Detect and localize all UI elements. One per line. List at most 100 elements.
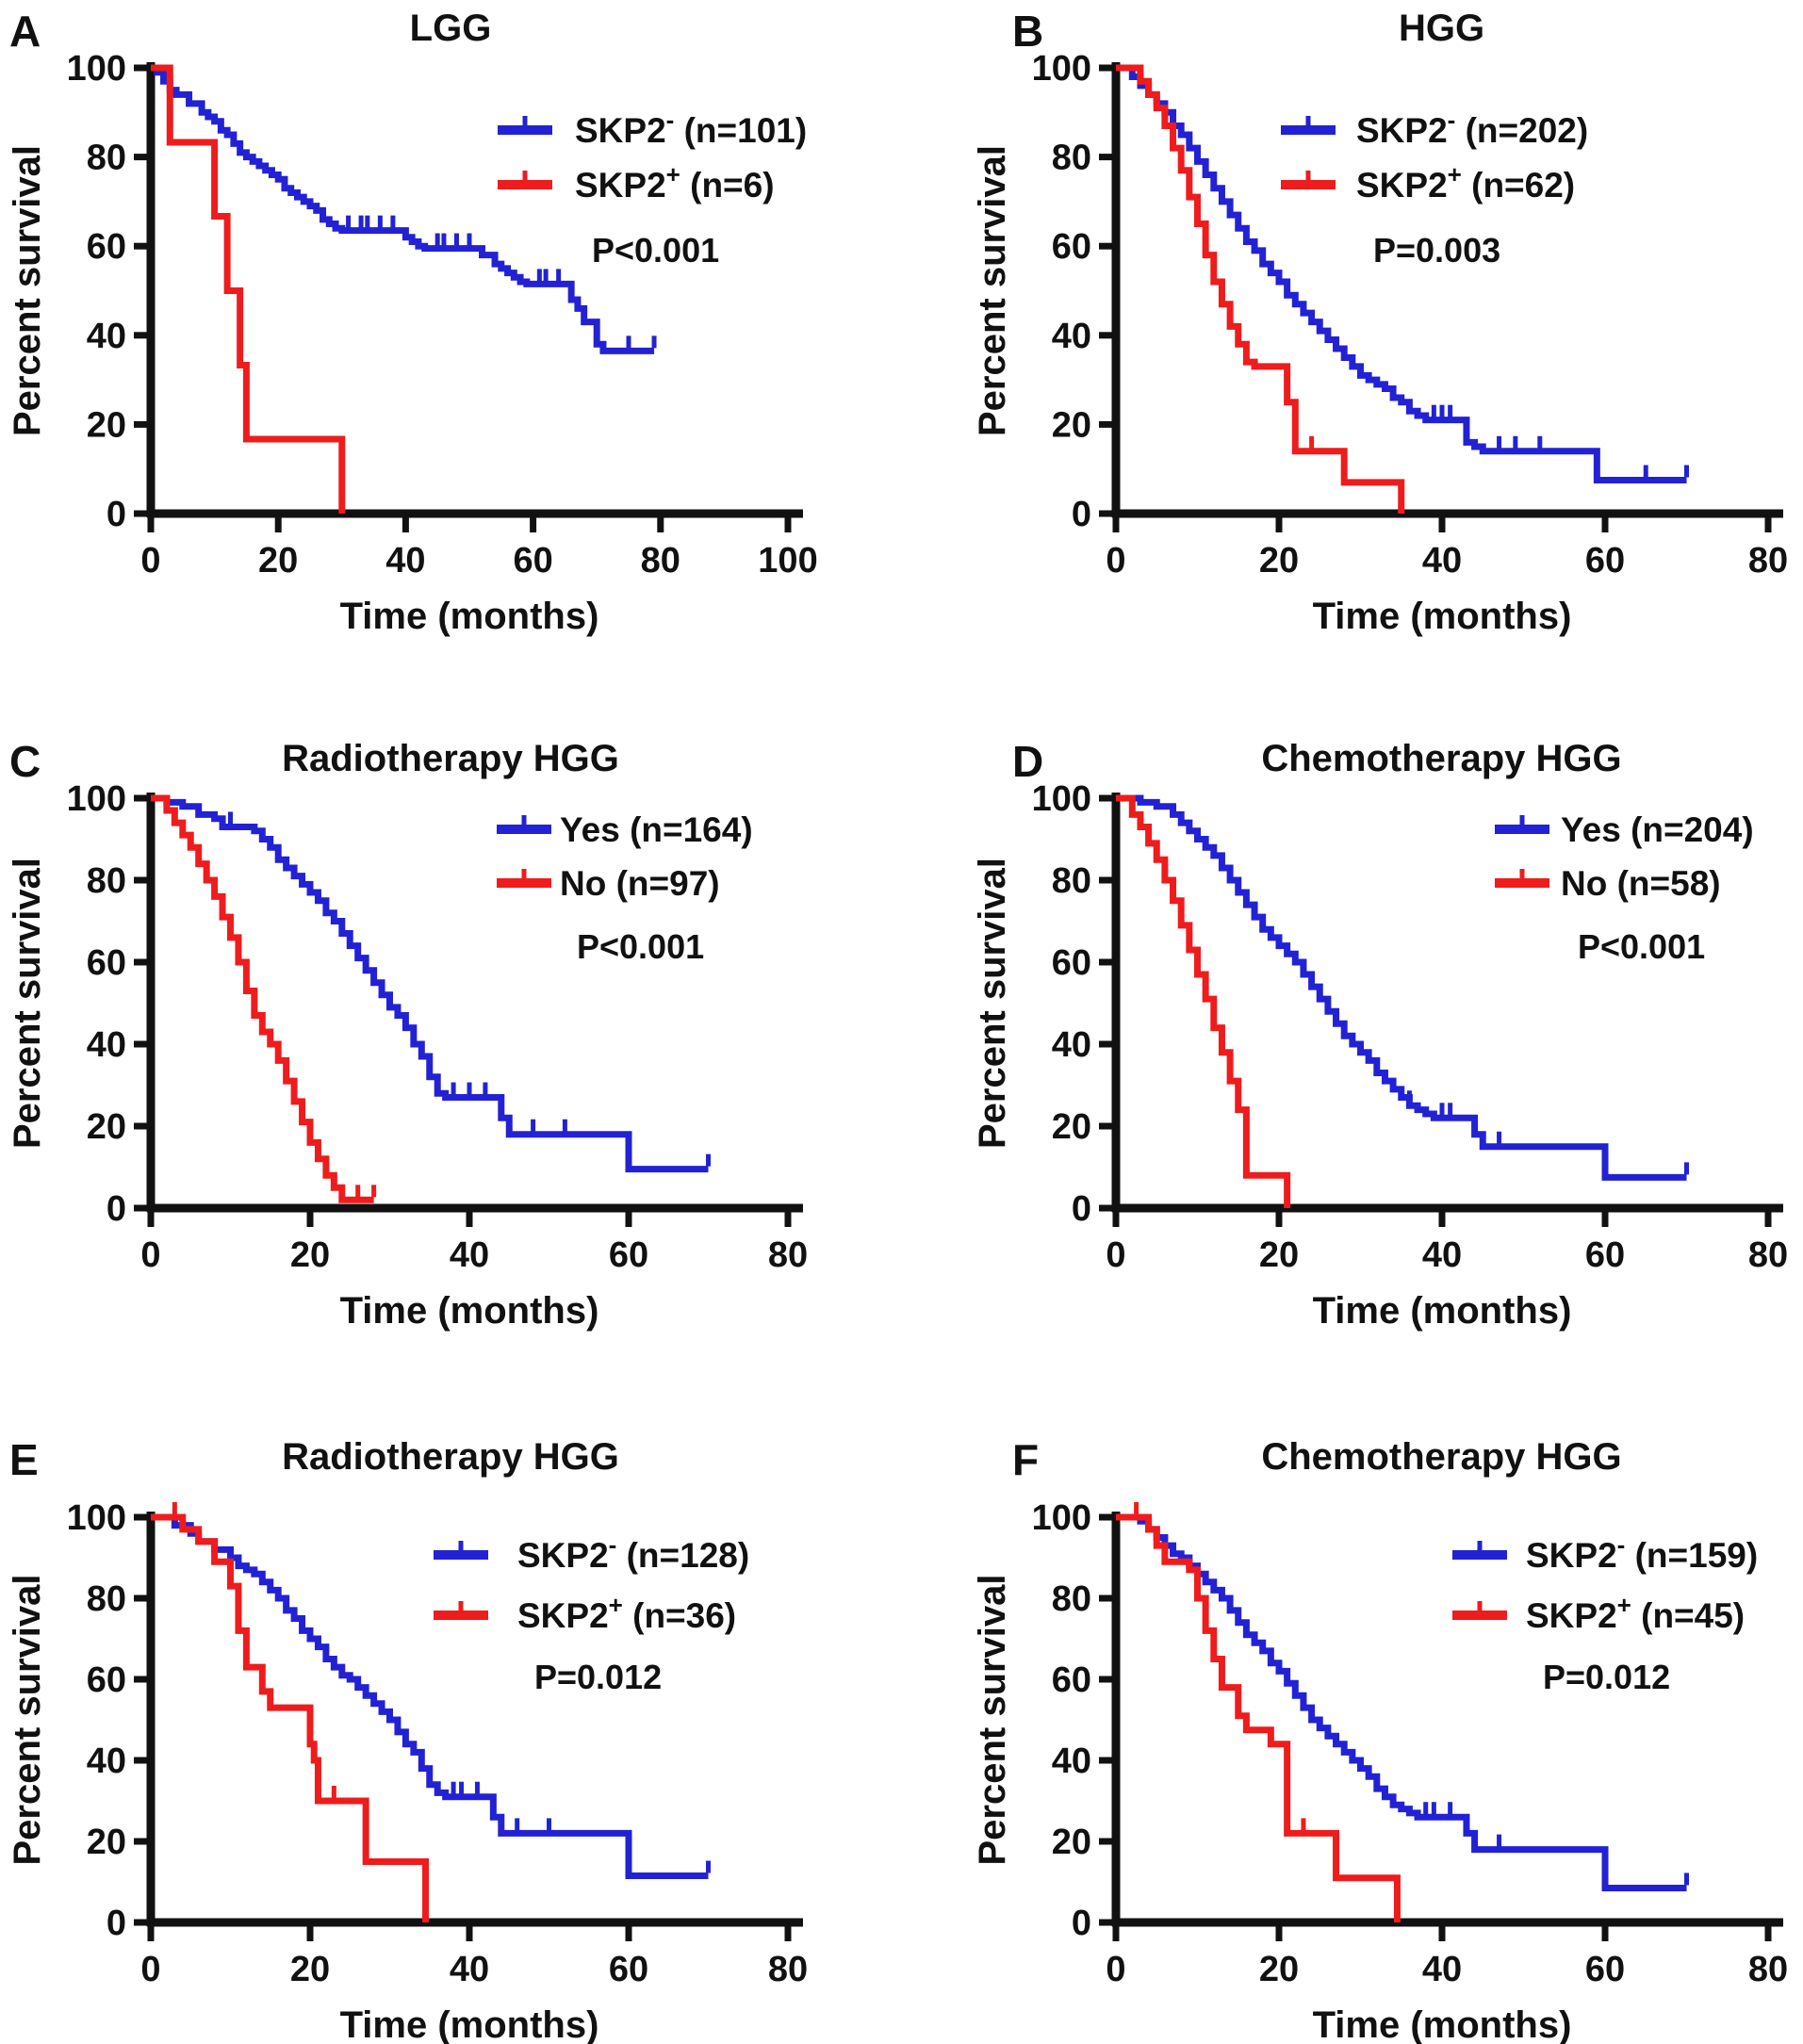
panel-title: Chemotherapy HGG	[1261, 738, 1622, 779]
panel-f-plot: 0 20 40 60 80 100 0 20 40 60 80 Time (months) Percen…	[972, 1498, 1788, 2044]
y-tick-label: 100	[67, 779, 126, 819]
x-axis-label: Time (months)	[1313, 596, 1572, 637]
legend-label-radiotherapy-yes: Yes (n=164)	[560, 810, 753, 849]
survival-curve-radiotherapy-yes	[151, 794, 709, 1173]
y-axis-label: Percent survival	[972, 858, 1013, 1149]
x-axis-label: Time (months)	[340, 2004, 599, 2044]
x-tick-label: 20	[1259, 541, 1299, 580]
y-tick-label: 40	[87, 1025, 126, 1065]
legend-label-radiotherapy-no: No (n=97)	[560, 864, 720, 903]
p-value-label: P=0.012	[1543, 1658, 1670, 1696]
panel-c-plot: 0 20 40 60 80 100 0 20 40 60 80 Time (months) Percen…	[7, 779, 808, 1332]
y-tick-label: 20	[87, 1823, 126, 1862]
legend-label-skp2-positive: SKP2+ (n=45)	[1526, 1591, 1745, 1635]
y-axis-label: Percent survival	[972, 1574, 1013, 1865]
y-tick-label: 60	[1052, 943, 1091, 983]
panel-title: LGG	[409, 8, 492, 49]
y-tick-label: 0	[1072, 1189, 1091, 1229]
panel-d-plot: 0 20 40 60 80 100 0 20 40 60 80 Time (months) Percen…	[972, 779, 1788, 1332]
y-tick-label: 40	[87, 317, 126, 356]
x-tick-label: 60	[1585, 1235, 1625, 1275]
p-value-label: P<0.001	[592, 231, 719, 270]
y-tick-label: 100	[1032, 1498, 1091, 1538]
y-tick-label: 100	[1032, 49, 1091, 89]
y-tick-label: 40	[87, 1741, 126, 1781]
y-tick-label: 80	[1052, 139, 1091, 178]
panel-letter: E	[9, 1435, 39, 1484]
y-tick-label: 40	[1052, 317, 1091, 356]
x-tick-label: 80	[1748, 1235, 1788, 1275]
panel-b-plot: 0 20 40 60 80 100 0 20 40 60 80 Time (months) Percen…	[972, 49, 1788, 637]
legend-label-skp2-negative: SKP2- (n=159)	[1526, 1530, 1758, 1575]
panel-letter: A	[9, 7, 41, 56]
x-tick-label: 80	[768, 1235, 808, 1275]
x-tick-label: 40	[1422, 1950, 1462, 1989]
legend-label-skp2-negative: SKP2- (n=128)	[517, 1530, 749, 1575]
panel-title: HGG	[1398, 8, 1485, 49]
survival-curve-skp2-positive	[151, 1513, 430, 1922]
p-value-label: P=0.003	[1373, 231, 1500, 270]
survival-curve-skp2-negative	[151, 1513, 709, 1880]
y-tick-label: 0	[107, 495, 126, 534]
x-axis-label: Time (months)	[1313, 1290, 1572, 1332]
panel-e: E Radiotherapy HGG 0 20 40 60 80 100 0 20 40 60 80…	[0, 1363, 901, 2044]
panel-a: A LGG 0 20 40 60 80 100 0 20 40 60 80 100 Time (mont…	[0, 0, 901, 681]
survival-curve-radiotherapy-no	[151, 794, 374, 1203]
x-tick-label: 0	[140, 1950, 160, 1989]
x-tick-label: 0	[1106, 1235, 1125, 1275]
x-axis-label: Time (months)	[1313, 2004, 1572, 2044]
y-tick-label: 60	[87, 227, 126, 267]
panel-f: F Chemotherapy HGG 0 20 40 60 80 100 0 20 40 60 80…	[901, 1363, 1803, 2044]
y-tick-label: 0	[107, 1904, 126, 1943]
y-tick-label: 80	[87, 139, 126, 178]
p-value-label: P<0.001	[1578, 927, 1705, 966]
legend-label-skp2-positive: SKP2+ (n=36)	[517, 1591, 736, 1635]
legend-label-skp2-positive: SKP2+ (n=62)	[1356, 160, 1575, 204]
y-tick-label: 60	[87, 1660, 126, 1700]
x-tick-label: 40	[450, 1235, 489, 1275]
y-tick-label: 20	[87, 405, 126, 445]
x-tick-label: 60	[609, 1235, 648, 1275]
x-tick-label: 100	[758, 541, 817, 580]
panel-d: D Chemotherapy HGG 0 20 40 60 80 100 0 20 40 60 80…	[901, 681, 1803, 1363]
panel-title: Radiotherapy HGG	[282, 738, 619, 779]
x-tick-label: 60	[1585, 541, 1625, 580]
panel-letter: D	[1012, 737, 1044, 786]
survival-curve-skp2-positive	[1116, 1513, 1401, 1922]
x-axis-label: Time (months)	[340, 596, 599, 637]
panel-e-plot: 0 20 40 60 80 100 0 20 40 60 80 Time (months) Percen…	[7, 1498, 808, 2044]
y-tick-label: 20	[1052, 405, 1091, 445]
y-tick-label: 40	[1052, 1025, 1091, 1065]
x-tick-label: 80	[641, 541, 680, 580]
x-tick-label: 80	[768, 1950, 808, 1989]
panel-letter: B	[1012, 7, 1044, 56]
survival-curve-chemotherapy-no	[1116, 794, 1291, 1208]
x-tick-label: 40	[450, 1950, 489, 1989]
legend-label-skp2-positive: SKP2+ (n=6)	[575, 160, 775, 204]
x-tick-label: 20	[290, 1950, 330, 1989]
survival-curve-skp2-positive	[151, 64, 346, 514]
x-tick-label: 20	[290, 1235, 330, 1275]
y-tick-label: 100	[67, 1498, 126, 1538]
x-tick-label: 20	[1259, 1950, 1299, 1989]
y-tick-label: 20	[1052, 1823, 1091, 1862]
y-tick-label: 20	[87, 1107, 126, 1147]
y-tick-label: 60	[1052, 227, 1091, 267]
y-axis-label: Percent survival	[972, 145, 1013, 436]
y-tick-label: 100	[1032, 779, 1091, 819]
x-tick-label: 40	[1422, 541, 1462, 580]
panel-c: C Radiotherapy HGG 0 20 40 60 80 100 0 20 40 60 80…	[0, 681, 901, 1363]
x-tick-label: 80	[1748, 541, 1788, 580]
y-axis-label: Percent survival	[7, 145, 48, 436]
p-value-label: P<0.001	[577, 927, 704, 966]
survival-curve-chemotherapy-yes	[1116, 794, 1687, 1181]
x-tick-label: 0	[140, 1235, 160, 1275]
x-tick-label: 60	[609, 1950, 648, 1989]
y-tick-label: 80	[87, 1579, 126, 1619]
legend-label-chemotherapy-yes: Yes (n=204)	[1561, 810, 1754, 849]
legend-label-chemotherapy-no: No (n=58)	[1561, 864, 1721, 903]
y-tick-label: 80	[87, 861, 126, 901]
y-tick-label: 0	[107, 1189, 126, 1229]
y-axis-label: Percent survival	[7, 858, 48, 1149]
